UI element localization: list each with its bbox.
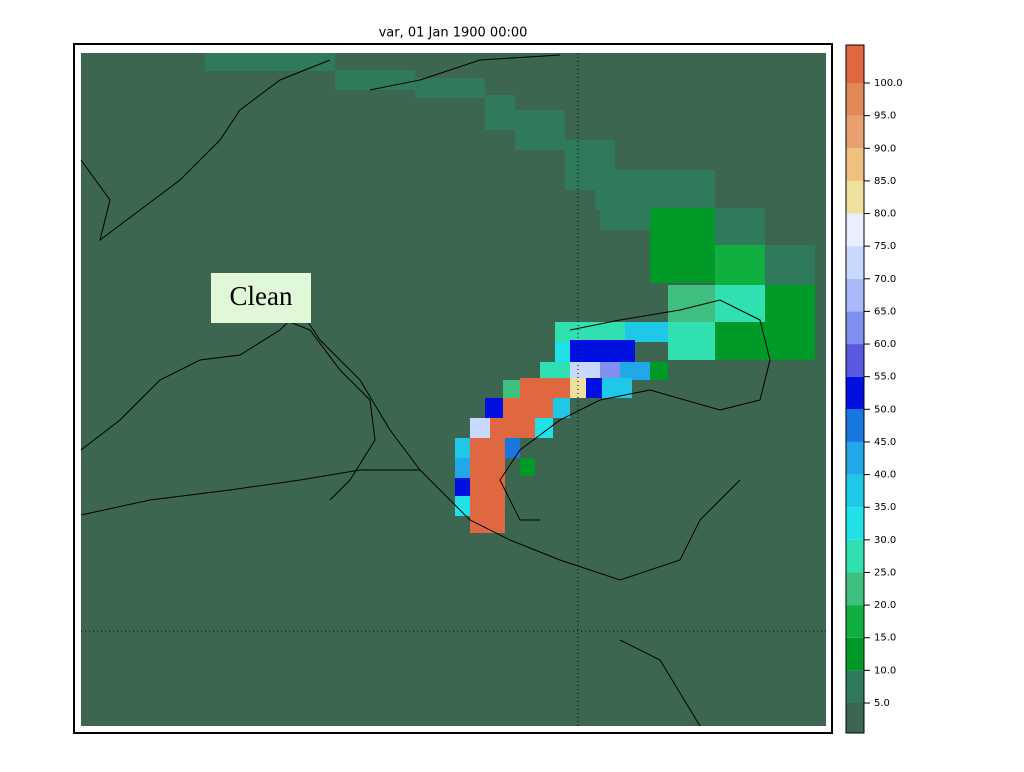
colorbar-segment xyxy=(846,703,864,733)
colorbar-segment xyxy=(846,180,864,214)
colorbar-label: 50.0 xyxy=(874,404,896,415)
colorbar-label: 15.0 xyxy=(874,633,896,644)
colorbar-segment xyxy=(846,148,864,181)
coastlines xyxy=(80,54,771,727)
colorbar-segment xyxy=(846,83,864,116)
annotation: Clean xyxy=(230,281,293,311)
colorbar-segment xyxy=(846,605,864,638)
colorbar-label: 55.0 xyxy=(874,372,896,383)
colorbar-label: 45.0 xyxy=(874,437,896,448)
colorbar-label: 60.0 xyxy=(874,339,896,350)
colorbar-label: 35.0 xyxy=(874,502,896,513)
colorbar-segment xyxy=(846,572,864,606)
colorbar-label: 90.0 xyxy=(874,143,896,154)
colorbar-label: 85.0 xyxy=(874,176,896,187)
colorbar-label: 100.0 xyxy=(874,78,903,89)
colorbar-label: 25.0 xyxy=(874,567,896,578)
annotation-box xyxy=(211,273,311,323)
colorbar-label: 40.0 xyxy=(874,470,896,481)
colorbar-label: 20.0 xyxy=(874,600,896,611)
colorbar-segment xyxy=(846,441,864,475)
colorbar-label: 30.0 xyxy=(874,535,896,546)
colorbar-segment xyxy=(846,474,864,508)
colorbar-segment xyxy=(846,344,864,377)
map-title: var, 01 Jan 1900 00:00 xyxy=(379,26,528,41)
colorbar-segment xyxy=(846,115,864,149)
colorbar-label: 65.0 xyxy=(874,306,896,317)
colorbar-label: 70.0 xyxy=(874,274,896,285)
colorbar-segment xyxy=(846,45,864,83)
colorbar-segment xyxy=(846,278,864,312)
colorbar-label: 80.0 xyxy=(874,209,896,220)
colorbar-segment xyxy=(846,311,864,345)
colorbar-label: 95.0 xyxy=(874,111,896,122)
colorbar-label: 10.0 xyxy=(874,665,896,676)
colorbar: 5.0 10.0 15.0 20.0 25.0 30.0 35.0 40.0 45.0 50.0 5… xyxy=(845,44,903,734)
colorbar-segment xyxy=(846,409,864,442)
colorbar-segment xyxy=(846,213,864,247)
colorbar-segment xyxy=(846,670,864,703)
colorbar-segment xyxy=(846,637,864,671)
colorbar-segment xyxy=(846,376,864,410)
colorbar-segment xyxy=(846,246,864,279)
colorbar-frame xyxy=(845,44,865,734)
map-background xyxy=(81,53,826,726)
colorbar-segment xyxy=(846,507,864,540)
colorbar-label: 5.0 xyxy=(874,698,890,709)
plume-cells xyxy=(205,53,815,533)
colorbar-label: 75.0 xyxy=(874,241,896,252)
colorbar-segment xyxy=(846,539,864,573)
